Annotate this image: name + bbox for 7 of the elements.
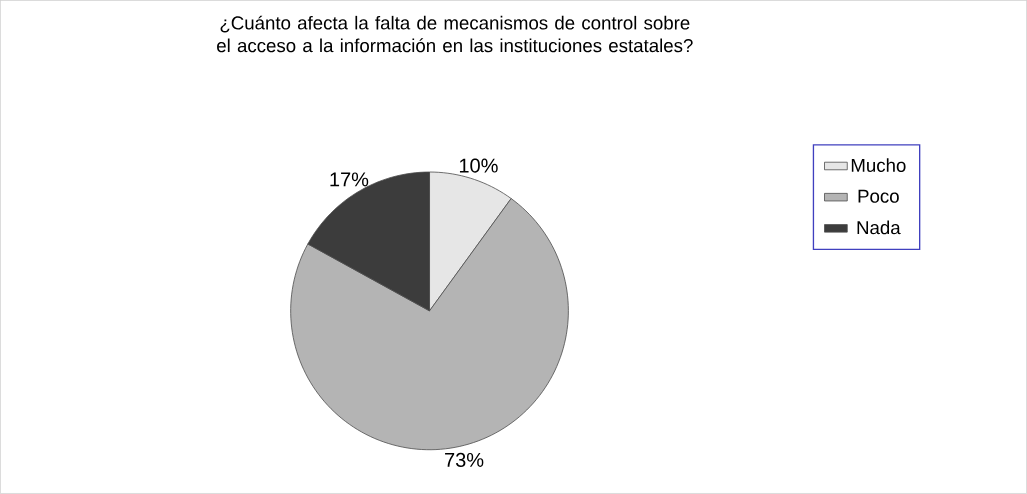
chart-title: ¿Cuánto afecta la falta de mecanismos de control sobre el acceso a la información en las instituciones estatales? — [217, 15, 693, 53]
legend-label: Nada — [857, 220, 901, 235]
legend-label: Poco — [858, 189, 899, 203]
data-label: 73% — [445, 452, 484, 468]
legend-label: Mucho — [851, 158, 906, 173]
data-label: 17% — [330, 172, 369, 187]
data-label: 10% — [459, 158, 498, 173]
